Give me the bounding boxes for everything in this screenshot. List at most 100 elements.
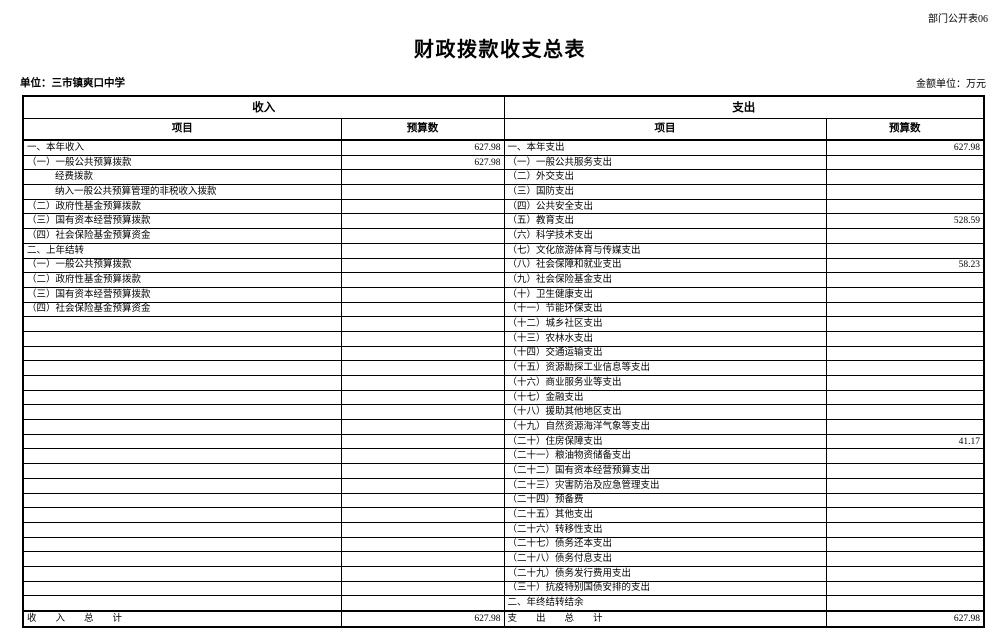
expense-item-cell: （十七）金融支出 [503, 389, 827, 406]
income-section-header: 收入 [22, 95, 505, 119]
table-row: （二十）住房保障支出 41.17 [22, 433, 985, 450]
section-header-row: 收入 支出 [22, 95, 985, 119]
income-value-cell [340, 521, 505, 538]
expense-item-cell: （七）文化旅游体育与传媒支出 [503, 242, 827, 259]
expense-value-cell: 41.17 [825, 433, 985, 450]
income-item-cell [22, 492, 342, 509]
expense-item-cell: （十三）农林水支出 [503, 330, 827, 347]
table-row: （一）一般公共预算拨款 627.98 （一）一般公共服务支出 [22, 154, 985, 171]
table-row: 纳入一般公共预算管理的非税收入拨款 （三）国防支出 [22, 184, 985, 200]
income-value-cell [340, 360, 505, 376]
table-row: （二十七）债务还本支出 [22, 536, 985, 553]
expense-value-cell [825, 184, 985, 200]
income-item-cell [22, 565, 342, 582]
income-value-cell [340, 330, 505, 347]
income-value-cell [340, 536, 505, 553]
income-item-cell [22, 433, 342, 450]
expense-item-cell: （五）教育支出 [503, 213, 827, 230]
expense-value-cell [825, 316, 985, 332]
income-item-cell: （一）一般公共预算拨款 [22, 257, 342, 274]
income-value-cell [340, 375, 505, 391]
income-item-cell [22, 521, 342, 538]
expense-value-cell [825, 536, 985, 553]
income-item-cell [22, 404, 342, 421]
income-item-cell: 纳入一般公共预算管理的非税收入拨款 [22, 184, 342, 200]
table-row: （三十）抗疫特别国债安排的支出 [22, 580, 985, 597]
expense-value-cell [825, 551, 985, 567]
income-value-cell [340, 595, 505, 612]
table-row: （二十五）其他支出 [22, 507, 985, 523]
income-value-cell: 627.98 [340, 154, 505, 171]
expense-item-cell: （二十一）粮油物资储备支出 [503, 448, 827, 465]
income-value-cell [340, 419, 505, 435]
income-budget-column-header: 预算数 [340, 118, 505, 141]
column-header-row: 项目 预算数 项目 预算数 [22, 118, 985, 141]
expense-item-cell: （九）社会保险基金支出 [503, 272, 827, 288]
income-value-cell [340, 551, 505, 567]
table-row: （二）政府性基金预算拨款 （四）公共安全支出 [22, 198, 985, 215]
expense-value-cell [825, 404, 985, 421]
corner-sheet-label: 部门公开表06 [928, 14, 988, 25]
expense-value-cell [825, 492, 985, 509]
expense-item-cell: （十二）城乡社区支出 [503, 316, 827, 332]
expense-value-cell [825, 286, 985, 303]
expense-value-cell [825, 360, 985, 376]
income-value-cell [340, 286, 505, 303]
income-value-cell [340, 169, 505, 186]
income-value-cell [340, 492, 505, 509]
income-value-cell [340, 301, 505, 318]
income-item-cell: （一）一般公共预算拨款 [22, 154, 342, 171]
table-row: （十五）资源勘探工业信息等支出 [22, 360, 985, 376]
income-item-cell [22, 316, 342, 332]
expense-item-cell: （二十四）预备费 [503, 492, 827, 509]
expense-item-cell: （四）公共安全支出 [503, 198, 827, 215]
table-row: （一）一般公共预算拨款 （八）社会保障和就业支出 58.23 [22, 257, 985, 274]
expense-item-cell: （十九）自然资源海洋气象等支出 [503, 419, 827, 435]
income-item-cell [22, 389, 342, 406]
table-row: （四）社会保险基金预算资金 （十一）节能环保支出 [22, 301, 985, 318]
expense-item-cell: （三十）抗疫特别国债安排的支出 [503, 580, 827, 597]
expense-value-cell [825, 169, 985, 186]
income-value-cell [340, 507, 505, 523]
expense-value-cell: 58.23 [825, 257, 985, 274]
expense-value-cell [825, 272, 985, 288]
expense-item-cell: （二十三）灾害防治及应急管理支出 [503, 477, 827, 494]
income-item-cell [22, 360, 342, 376]
income-item-cell: （四）社会保险基金预算资金 [22, 301, 342, 318]
income-item-cell [22, 595, 342, 612]
expense-item-cell: 二、年终结转结余 [503, 595, 827, 612]
expense-total-label: 支 出 总 计 [503, 610, 827, 628]
expense-value-cell [825, 477, 985, 494]
income-value-cell [340, 257, 505, 274]
expense-value-cell [825, 330, 985, 347]
income-value-cell: 627.98 [340, 139, 505, 156]
table-row: （二十一）粮油物资储备支出 [22, 448, 985, 465]
table-row: 二、年终结转结余 [22, 595, 985, 612]
table-row: （十三）农林水支出 [22, 330, 985, 347]
income-value-cell [340, 272, 505, 288]
income-item-cell: （二）政府性基金预算拨款 [22, 198, 342, 215]
expense-value-cell [825, 595, 985, 612]
expense-item-cell: （八）社会保障和就业支出 [503, 257, 827, 274]
income-item-cell [22, 419, 342, 435]
table-row: 二、上年结转 （七）文化旅游体育与传媒支出 [22, 242, 985, 259]
income-value-cell [340, 213, 505, 230]
expense-item-cell: （二十五）其他支出 [503, 507, 827, 523]
expense-item-cell: （二十六）转移性支出 [503, 521, 827, 538]
expense-item-cell: （十）卫生健康支出 [503, 286, 827, 303]
income-item-cell [22, 330, 342, 347]
expense-section-header: 支出 [503, 95, 985, 119]
table-row: （二）政府性基金预算拨款 （九）社会保险基金支出 [22, 272, 985, 288]
table-row: 经费拨款 （二）外交支出 [22, 169, 985, 186]
table-row: （三）国有资本经营预算拨款 （五）教育支出 528.59 [22, 213, 985, 230]
income-item-cell: 一、本年收入 [22, 139, 342, 156]
expense-item-cell: （一）一般公共服务支出 [503, 154, 827, 171]
expense-value-cell [825, 565, 985, 582]
expense-budget-column-header: 预算数 [825, 118, 985, 141]
expense-value-cell [825, 154, 985, 171]
expense-item-cell: （三）国防支出 [503, 184, 827, 200]
expense-total-value: 627.98 [825, 610, 985, 628]
table-row: （十二）城乡社区支出 [22, 316, 985, 332]
expense-value-cell [825, 198, 985, 215]
expense-item-cell: （六）科学技术支出 [503, 228, 827, 244]
